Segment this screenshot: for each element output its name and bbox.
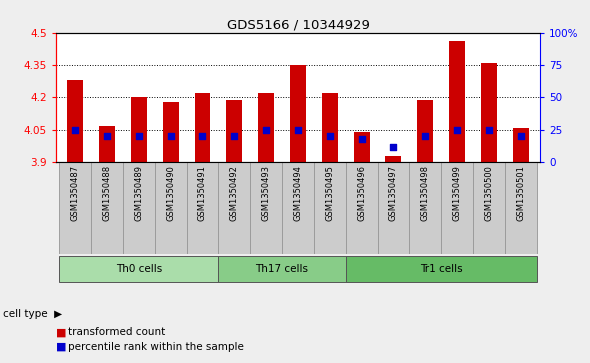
Point (134, 134, 143, 139)
Bar (163, 102, 179, 162)
Text: GSM1350489: GSM1350489 (135, 165, 143, 221)
Point (357, 136, 366, 142)
Bar (322, 93, 337, 162)
Text: ■: ■ (56, 327, 67, 337)
Bar (67, 80, 83, 162)
Bar (99, 126, 115, 162)
Point (389, 144, 398, 150)
Point (198, 134, 207, 139)
Text: GSM1350501: GSM1350501 (516, 165, 525, 221)
Bar (195, 93, 211, 162)
FancyBboxPatch shape (314, 162, 346, 254)
Bar (218, 256, 346, 282)
Text: GSM1350490: GSM1350490 (166, 165, 175, 221)
Text: ■: ■ (56, 342, 67, 352)
Point (484, 127, 494, 133)
Point (261, 127, 271, 133)
Bar (449, 41, 465, 162)
Bar (227, 99, 242, 162)
Point (70, 127, 80, 133)
FancyBboxPatch shape (441, 162, 473, 254)
FancyBboxPatch shape (59, 162, 91, 254)
Text: GSM1350494: GSM1350494 (293, 165, 303, 221)
Bar (417, 99, 433, 162)
FancyBboxPatch shape (409, 162, 441, 254)
Title: GDS5166 / 10344929: GDS5166 / 10344929 (227, 19, 369, 32)
Text: transformed count: transformed count (68, 327, 165, 337)
Text: percentile rank within the sample: percentile rank within the sample (68, 342, 244, 352)
Text: GSM1350497: GSM1350497 (389, 165, 398, 221)
Bar (385, 156, 401, 162)
Point (102, 134, 112, 139)
Bar (131, 97, 147, 162)
Bar (290, 65, 306, 162)
FancyBboxPatch shape (123, 162, 155, 254)
FancyBboxPatch shape (282, 162, 314, 254)
Text: Th0 cells: Th0 cells (116, 264, 162, 274)
Text: GSM1350495: GSM1350495 (325, 165, 335, 221)
Bar (353, 132, 369, 162)
FancyBboxPatch shape (218, 162, 250, 254)
FancyBboxPatch shape (505, 162, 537, 254)
Bar (59, 256, 218, 282)
Text: GSM1350498: GSM1350498 (421, 165, 430, 221)
FancyBboxPatch shape (378, 162, 409, 254)
Point (453, 127, 462, 133)
Point (421, 134, 430, 139)
FancyBboxPatch shape (346, 162, 378, 254)
Text: cell type  ▶: cell type ▶ (3, 309, 62, 319)
FancyBboxPatch shape (155, 162, 186, 254)
Point (325, 134, 335, 139)
Bar (481, 63, 497, 162)
Point (516, 134, 526, 139)
Point (166, 134, 175, 139)
Point (293, 127, 303, 133)
Text: GSM1350487: GSM1350487 (71, 165, 80, 221)
Text: GSM1350493: GSM1350493 (261, 165, 271, 221)
Text: GSM1350500: GSM1350500 (484, 165, 493, 221)
Bar (513, 128, 529, 162)
Text: GSM1350492: GSM1350492 (230, 165, 239, 221)
FancyBboxPatch shape (473, 162, 505, 254)
Text: GSM1350488: GSM1350488 (103, 165, 112, 221)
Text: GSM1350499: GSM1350499 (453, 165, 461, 221)
FancyBboxPatch shape (250, 162, 282, 254)
Bar (258, 93, 274, 162)
FancyBboxPatch shape (186, 162, 218, 254)
Text: GSM1350496: GSM1350496 (357, 165, 366, 221)
Text: GSM1350491: GSM1350491 (198, 165, 207, 221)
Text: Th17 cells: Th17 cells (255, 264, 309, 274)
Point (230, 134, 239, 139)
FancyBboxPatch shape (91, 162, 123, 254)
Bar (346, 256, 537, 282)
Text: Tr1 cells: Tr1 cells (420, 264, 463, 274)
